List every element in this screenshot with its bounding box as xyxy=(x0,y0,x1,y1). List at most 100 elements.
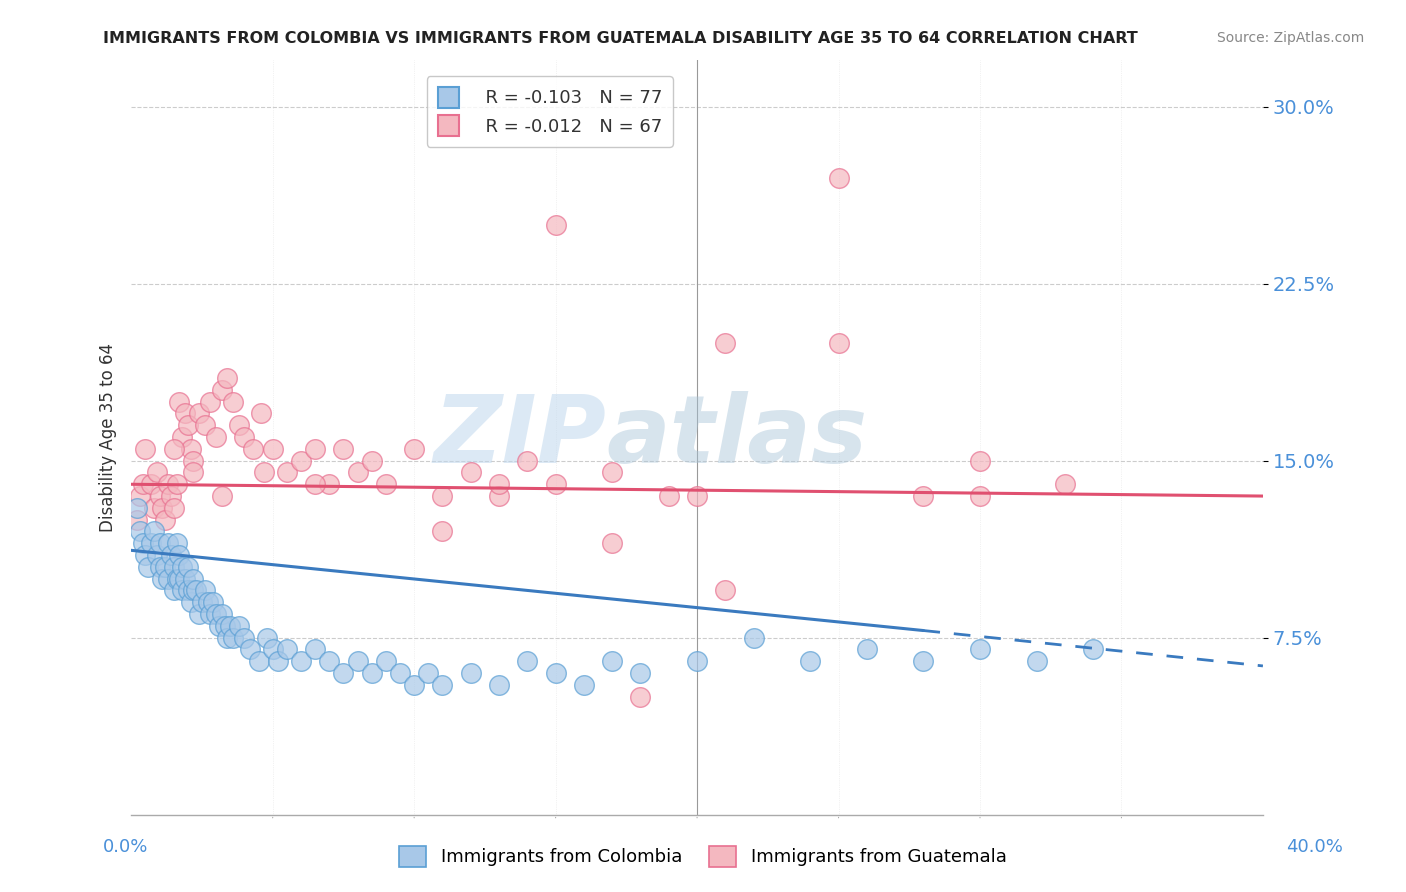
Point xyxy=(160,548,183,562)
Point xyxy=(346,654,368,668)
Point xyxy=(131,477,153,491)
Point xyxy=(856,642,879,657)
Point xyxy=(174,572,197,586)
Point xyxy=(544,477,567,491)
Point xyxy=(262,442,284,456)
Point xyxy=(211,489,233,503)
Point xyxy=(148,489,170,503)
Point xyxy=(180,442,202,456)
Point xyxy=(163,583,186,598)
Point xyxy=(488,477,510,491)
Point xyxy=(318,477,340,491)
Point xyxy=(157,477,180,491)
Point xyxy=(125,500,148,515)
Point xyxy=(197,595,219,609)
Point xyxy=(686,489,709,503)
Point xyxy=(160,489,183,503)
Point xyxy=(290,453,312,467)
Point xyxy=(172,559,194,574)
Point xyxy=(827,170,849,185)
Point xyxy=(418,665,440,680)
Point xyxy=(157,572,180,586)
Point xyxy=(211,383,233,397)
Point xyxy=(318,654,340,668)
Point xyxy=(172,430,194,444)
Point xyxy=(969,642,991,657)
Point xyxy=(346,466,368,480)
Point xyxy=(186,583,208,598)
Point xyxy=(544,665,567,680)
Point xyxy=(202,595,225,609)
Point xyxy=(134,548,156,562)
Point xyxy=(600,466,623,480)
Point xyxy=(432,524,454,539)
Point xyxy=(183,453,205,467)
Point xyxy=(148,536,170,550)
Point xyxy=(128,489,150,503)
Point xyxy=(630,690,652,704)
Text: 0.0%: 0.0% xyxy=(103,838,148,855)
Point xyxy=(250,407,273,421)
Point xyxy=(256,631,278,645)
Point xyxy=(404,678,426,692)
Point xyxy=(211,607,233,621)
Point xyxy=(163,500,186,515)
Point xyxy=(169,394,191,409)
Point xyxy=(1081,642,1104,657)
Point xyxy=(239,642,262,657)
Point xyxy=(304,442,326,456)
Point xyxy=(233,430,256,444)
Point xyxy=(153,513,176,527)
Point xyxy=(516,654,538,668)
Point xyxy=(183,572,205,586)
Point xyxy=(969,453,991,467)
Point xyxy=(131,536,153,550)
Point xyxy=(177,418,200,433)
Point xyxy=(516,453,538,467)
Point xyxy=(228,619,250,633)
Point xyxy=(145,466,167,480)
Point xyxy=(912,654,935,668)
Text: IMMIGRANTS FROM COLOMBIA VS IMMIGRANTS FROM GUATEMALA DISABILITY AGE 35 TO 64 CO: IMMIGRANTS FROM COLOMBIA VS IMMIGRANTS F… xyxy=(103,31,1137,46)
Point xyxy=(134,442,156,456)
Point xyxy=(174,407,197,421)
Point xyxy=(157,536,180,550)
Point xyxy=(332,442,354,456)
Point xyxy=(332,665,354,680)
Point xyxy=(290,654,312,668)
Point xyxy=(139,477,162,491)
Point xyxy=(389,665,412,680)
Point xyxy=(128,524,150,539)
Point xyxy=(742,631,765,645)
Point xyxy=(242,442,264,456)
Point xyxy=(460,665,482,680)
Legend:   R = -0.103   N = 77,   R = -0.012   N = 67: R = -0.103 N = 77, R = -0.012 N = 67 xyxy=(427,76,673,147)
Point xyxy=(276,642,298,657)
Point xyxy=(163,442,186,456)
Point xyxy=(686,654,709,668)
Point xyxy=(262,642,284,657)
Point xyxy=(194,418,217,433)
Text: Source: ZipAtlas.com: Source: ZipAtlas.com xyxy=(1216,31,1364,45)
Point xyxy=(172,583,194,598)
Point xyxy=(166,477,188,491)
Point xyxy=(169,548,191,562)
Point xyxy=(177,559,200,574)
Point xyxy=(1025,654,1047,668)
Point xyxy=(600,654,623,668)
Point xyxy=(183,466,205,480)
Point xyxy=(228,418,250,433)
Point xyxy=(208,619,231,633)
Point xyxy=(166,536,188,550)
Point xyxy=(169,572,191,586)
Point xyxy=(150,572,173,586)
Point xyxy=(219,619,242,633)
Point xyxy=(253,466,276,480)
Point xyxy=(183,583,205,598)
Point xyxy=(304,642,326,657)
Point xyxy=(214,619,236,633)
Point xyxy=(166,572,188,586)
Point xyxy=(460,466,482,480)
Point xyxy=(194,583,217,598)
Point xyxy=(267,654,290,668)
